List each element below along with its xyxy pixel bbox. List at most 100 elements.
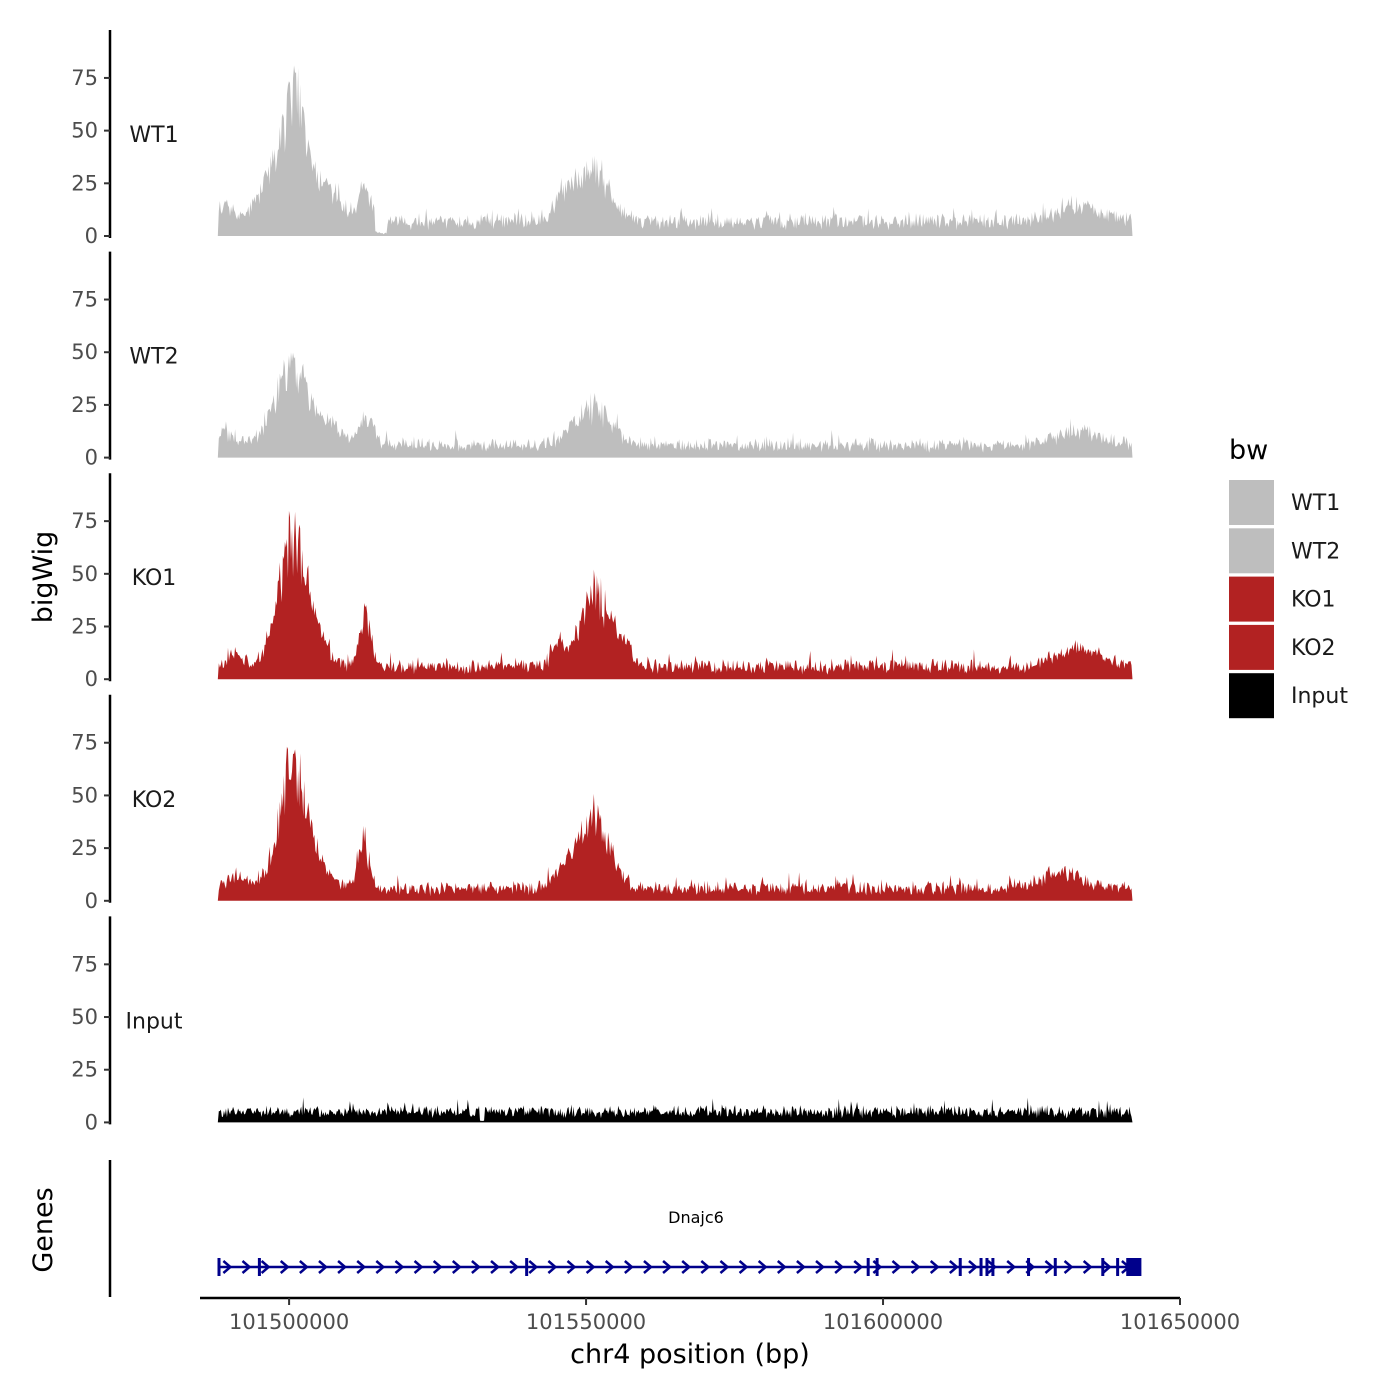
legend: bw WT1 WT2 KO1 KO2 Input xyxy=(1229,435,1348,719)
legend-label-ko2: KO2 xyxy=(1291,636,1336,661)
gene-last-exon xyxy=(1128,1258,1142,1276)
gene-exon xyxy=(958,1258,962,1276)
signal-area-wt2 xyxy=(217,352,1133,458)
strand-arrow xyxy=(738,1260,749,1274)
legend-title: bw xyxy=(1229,435,1268,466)
strand-arrow xyxy=(451,1260,462,1274)
strand-arrow xyxy=(1101,1260,1112,1274)
gene-exon xyxy=(1053,1258,1057,1276)
x-axis-title: chr4 position (bp) xyxy=(570,1339,810,1370)
track-wt2: 0 25 50 75 WT2 xyxy=(71,251,1133,470)
strand-arrow xyxy=(1006,1260,1017,1274)
strand-arrow xyxy=(910,1260,921,1274)
gene-track: Dnajc6 xyxy=(108,1160,1142,1297)
strand-arrow xyxy=(662,1260,672,1274)
gene-exon xyxy=(1116,1258,1120,1276)
strand-arrow xyxy=(394,1260,405,1274)
legend-label-input: Input xyxy=(1291,684,1348,709)
y-tick-label: 50 xyxy=(71,562,98,586)
y-tick-label: 75 xyxy=(71,731,98,755)
strand-arrow xyxy=(222,1260,233,1274)
track-ko2: 0 25 50 75 KO2 xyxy=(71,694,1133,913)
legend-swatch-ko1 xyxy=(1229,576,1274,622)
gene-exon xyxy=(985,1258,989,1276)
y-tick-label: 75 xyxy=(71,509,98,533)
x-tick-label: 101650000 xyxy=(1120,1310,1240,1334)
signal-area-ko1 xyxy=(217,510,1133,680)
strand-arrow xyxy=(681,1260,692,1274)
signal-area-ko2 xyxy=(217,746,1133,901)
y-tick-label: 0 xyxy=(85,889,98,913)
y-tick-label: 75 xyxy=(71,952,98,976)
strand-arrow xyxy=(1063,1260,1074,1274)
y-tick-label: 0 xyxy=(85,224,98,248)
strand-arrow xyxy=(719,1260,730,1274)
strand-arrow xyxy=(987,1260,997,1274)
y-tick-label: 0 xyxy=(85,1110,98,1134)
y-tick-label: 50 xyxy=(71,783,98,807)
gene-exon xyxy=(991,1258,995,1276)
legend-swatch-wt2 xyxy=(1229,528,1274,574)
y-tick-label: 25 xyxy=(71,615,98,639)
strand-arrow xyxy=(949,1260,959,1274)
y-tick-label: 0 xyxy=(85,667,98,691)
y-tick-label: 75 xyxy=(71,66,98,90)
strand-arrow xyxy=(299,1260,309,1274)
strand-arrow xyxy=(891,1260,902,1274)
x-tick-label: 101550000 xyxy=(526,1310,646,1334)
strand-arrow xyxy=(1082,1260,1093,1274)
legend-label-wt1: WT1 xyxy=(1291,491,1340,516)
track-label-wt2: WT2 xyxy=(129,345,178,370)
track-wt1: 0 25 50 75 WT1 xyxy=(71,30,1133,248)
strand-arrow xyxy=(279,1260,290,1274)
strand-arrow xyxy=(1044,1260,1055,1274)
strand-arrow xyxy=(241,1260,252,1274)
gene-exon xyxy=(525,1258,529,1276)
track-ko1: 0 25 50 75 KO1 xyxy=(71,473,1133,691)
strand-arrow xyxy=(776,1260,787,1274)
legend-swatch-input xyxy=(1229,673,1274,719)
y-tick-label: 25 xyxy=(71,1058,98,1082)
strand-arrow xyxy=(796,1260,806,1274)
strand-arrow xyxy=(624,1260,634,1274)
y-tick-label: 25 xyxy=(71,393,98,417)
strand-arrow xyxy=(757,1260,768,1274)
strand-arrow xyxy=(566,1260,577,1274)
gene-exon xyxy=(866,1258,870,1276)
x-tick-label: 101500000 xyxy=(229,1310,349,1334)
y-tick-label: 50 xyxy=(71,340,98,364)
signal-tracks: 0 25 50 75 WT1 0 25 50 75 WT2 0 25 50 75 KO1 0 25 50 75 KO2… xyxy=(71,30,1133,1134)
gene-exon xyxy=(217,1258,221,1276)
strand-arrow xyxy=(834,1260,845,1274)
strand-arrow xyxy=(585,1260,596,1274)
y-tick-label: 25 xyxy=(71,836,98,860)
strand-arrow xyxy=(413,1260,424,1274)
strand-arrow xyxy=(260,1260,271,1274)
y-tick-label: 0 xyxy=(85,446,98,470)
y-tick-label: 50 xyxy=(71,1005,98,1029)
signal-area-wt1 xyxy=(217,65,1133,236)
strand-arrow xyxy=(643,1260,653,1274)
strand-arrow xyxy=(700,1260,711,1274)
gene-exon xyxy=(1126,1258,1130,1276)
signal-area-input xyxy=(217,1097,1133,1123)
legend-label-ko1: KO1 xyxy=(1291,588,1336,613)
strand-arrow xyxy=(375,1260,386,1274)
gene-track-title: Genes xyxy=(28,1187,59,1272)
legend-label-wt2: WT2 xyxy=(1291,539,1340,564)
y-tick-label: 50 xyxy=(71,119,98,143)
track-label-ko2: KO2 xyxy=(132,788,177,813)
gene-name-label: Dnajc6 xyxy=(668,1208,724,1227)
x-tick-label: 101600000 xyxy=(823,1310,943,1334)
strand-arrow xyxy=(471,1260,481,1274)
gene-exon xyxy=(979,1258,983,1276)
track-label-input: Input xyxy=(126,1009,183,1034)
gene-exon xyxy=(875,1258,879,1276)
strand-arrow xyxy=(318,1260,328,1274)
strand-arrow xyxy=(509,1260,520,1274)
legend-swatch-wt1 xyxy=(1229,480,1274,525)
strand-arrow xyxy=(528,1260,539,1274)
strand-arrow xyxy=(356,1260,367,1274)
track-label-ko1: KO1 xyxy=(132,566,177,591)
